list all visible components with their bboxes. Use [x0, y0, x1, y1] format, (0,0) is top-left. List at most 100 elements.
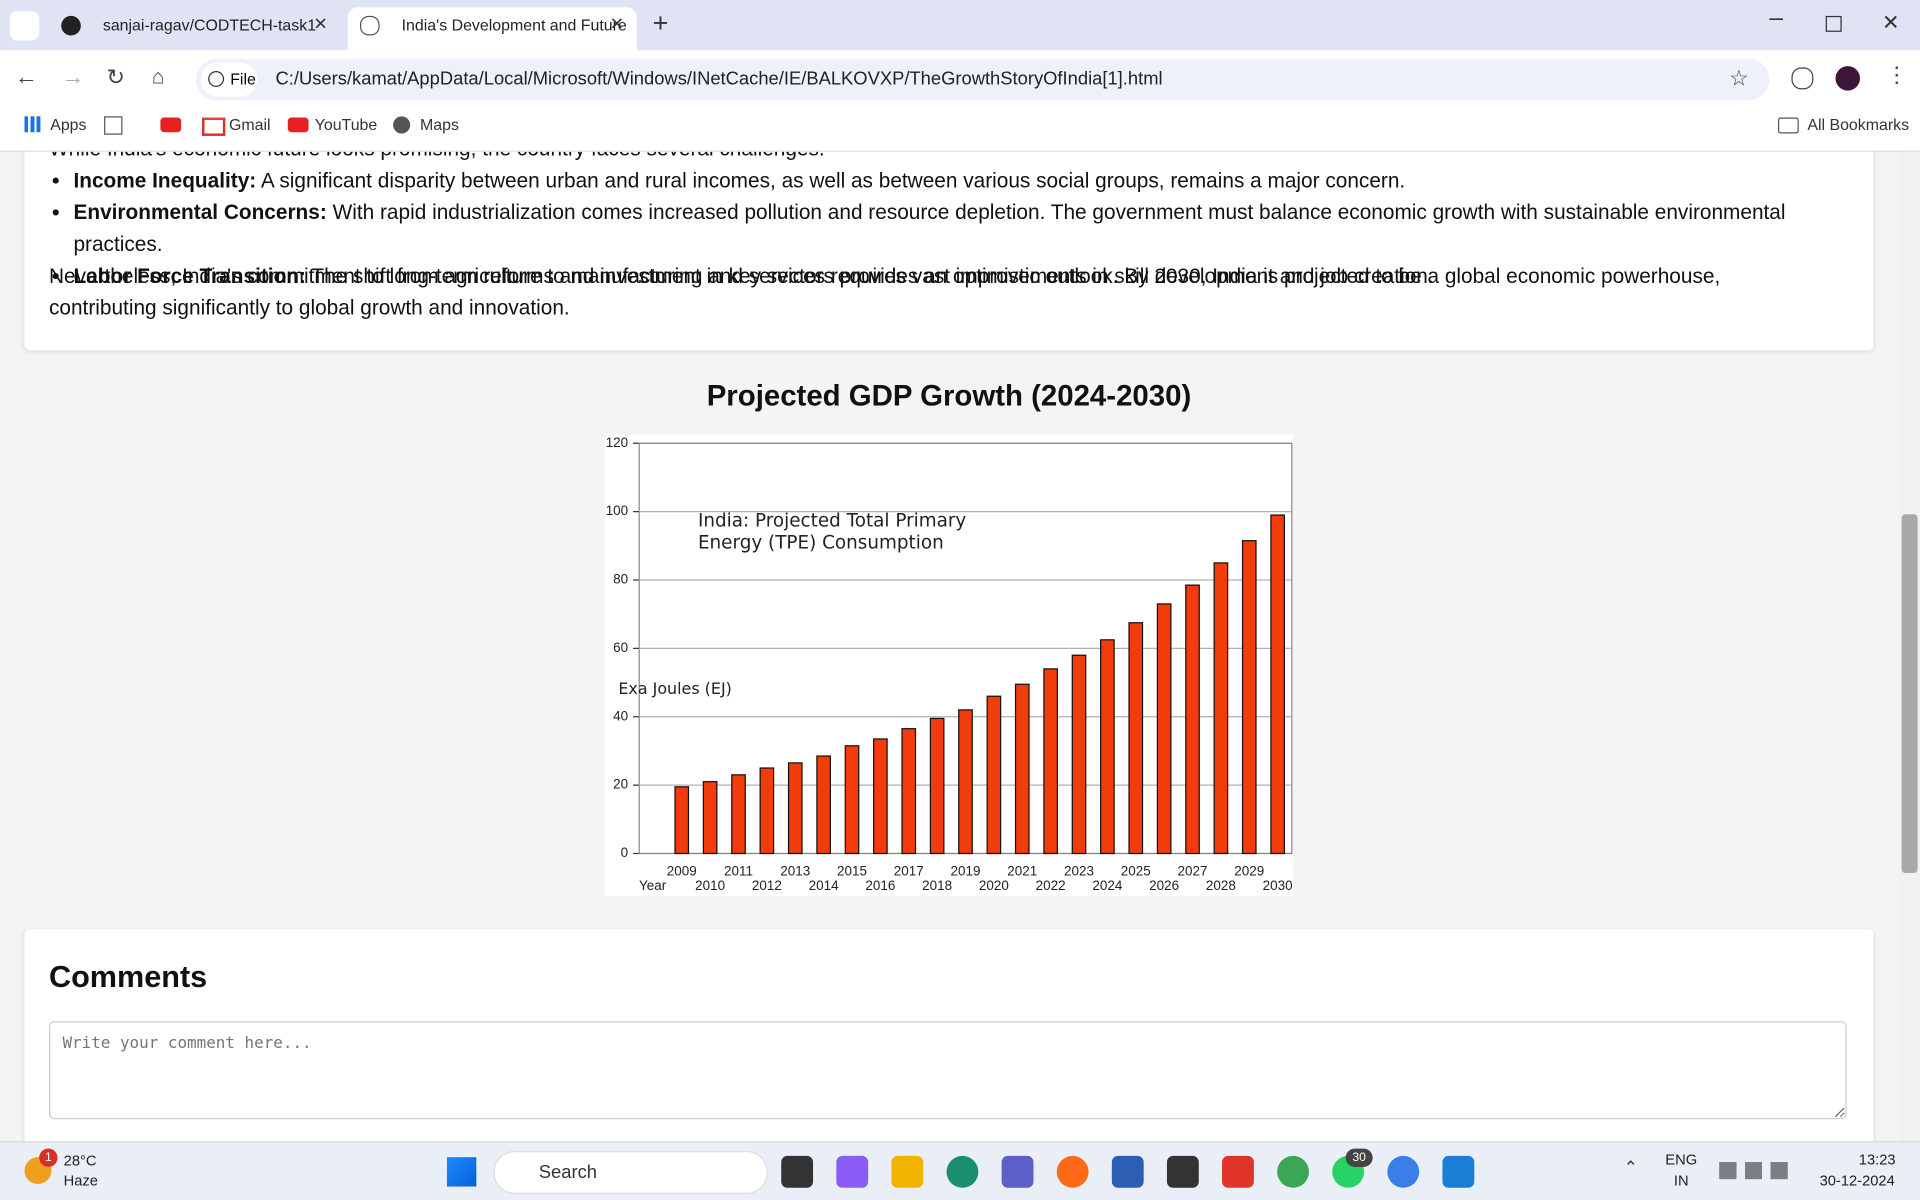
- home[interactable]: ⌂: [151, 64, 165, 89]
- x-tick-label: 2019: [951, 863, 981, 878]
- scroll-thumb[interactable]: [1901, 514, 1918, 874]
- profile[interactable]: [1835, 66, 1861, 91]
- challenge-term: Labor Force Transition:: [73, 264, 306, 288]
- start[interactable]: [446, 1157, 477, 1187]
- all-bookmarks[interactable]: All Bookmarks: [1807, 115, 1910, 134]
- y-tick-label: 80: [613, 572, 628, 587]
- youtube-icon: [160, 117, 182, 133]
- tab-bar: sanjai-ragav/CODTECH-task1 ✕ India's Dev…: [0, 0, 1920, 51]
- x-tick-label: 2020: [979, 878, 1009, 893]
- bookmark-star[interactable]: ☆: [1728, 66, 1749, 91]
- y-tick-label: 40: [613, 708, 628, 723]
- region[interactable]: IN: [1673, 1171, 1689, 1189]
- close-window[interactable]: ✕: [1882, 11, 1900, 35]
- bar: [929, 717, 945, 855]
- y-tick-label: 60: [613, 640, 628, 655]
- x-tick-label: 2028: [1206, 878, 1236, 893]
- bar: [1128, 622, 1144, 855]
- x-tick-label: 2025: [1121, 863, 1151, 878]
- chart: 0 20 40 60 80 100 120 India: Projected Total Pr…: [604, 434, 1294, 897]
- extension[interactable]: [1791, 67, 1814, 90]
- app-icon[interactable]: [1111, 1155, 1144, 1188]
- comment-input[interactable]: [48, 1021, 1847, 1120]
- bar: [1014, 683, 1030, 855]
- whatsapp-badge: 30: [1345, 1148, 1373, 1167]
- minimize[interactable]: –: [1769, 4, 1784, 32]
- app-icon[interactable]: [1387, 1155, 1420, 1188]
- active-tab[interactable]: India's Development and Future: [347, 7, 637, 51]
- bookmark[interactable]: Gmail: [228, 115, 271, 134]
- app-icon[interactable]: [1442, 1155, 1475, 1188]
- challenge-term: Environmental Concerns:: [73, 200, 327, 225]
- search-label: Search: [538, 1162, 597, 1183]
- weather-badge: 1: [39, 1148, 58, 1167]
- lang[interactable]: ENG: [1665, 1151, 1698, 1169]
- time[interactable]: 13:23: [1858, 1151, 1896, 1169]
- x-tick-label: 2018: [922, 878, 952, 893]
- app-icon[interactable]: [1001, 1155, 1034, 1188]
- bookmark[interactable]: Maps: [420, 115, 459, 134]
- challenge-text: The shift from agriculture to manufactur…: [311, 264, 1434, 288]
- tab-menu[interactable]: [9, 11, 40, 41]
- conclusion: Nevertheless, India's commitment to long…: [48, 264, 1721, 320]
- app-icon[interactable]: [1277, 1155, 1309, 1188]
- app-icon[interactable]: [1222, 1155, 1254, 1188]
- tab[interactable]: sanjai-ragav/CODTECH-task1: [49, 7, 343, 50]
- app-icon[interactable]: [1056, 1155, 1089, 1188]
- close-tab[interactable]: ✕: [609, 13, 625, 34]
- x-axis-label: Year: [639, 878, 667, 893]
- apps-icon: [24, 116, 41, 133]
- x-tick-label: 2017: [894, 863, 924, 878]
- bookmark[interactable]: YouTube: [314, 115, 378, 134]
- url: C:/Users/kamat/AppData/Local/Microsoft/W…: [275, 68, 1163, 90]
- bar: [844, 745, 860, 855]
- x-tick-label: 2009: [667, 863, 697, 878]
- challenges-list: Income Inequality: A significant dispari…: [24, 165, 1861, 292]
- tray-icons[interactable]: [1719, 1162, 1788, 1180]
- app-icon[interactable]: [891, 1155, 924, 1188]
- search-box[interactable]: Search: [493, 1151, 768, 1194]
- bar: [1270, 514, 1285, 855]
- x-tick-label: 2012: [752, 878, 782, 893]
- challenge-term: Income Inequality:: [73, 168, 257, 193]
- tray-arrow[interactable]: ⌃: [1623, 1157, 1639, 1177]
- forward[interactable]: →: [61, 64, 85, 91]
- bookmark[interactable]: Apps: [50, 115, 87, 134]
- challenges-card: While India's economic future looks prom…: [24, 151, 1874, 351]
- x-tick-label: 2016: [865, 878, 895, 893]
- viewport: While India's economic future looks prom…: [0, 151, 1898, 1142]
- tab-title: India's Development and Future: [401, 15, 627, 35]
- reload[interactable]: ↻: [106, 64, 126, 90]
- youtube-icon: [287, 117, 309, 133]
- chart-title: India: Projected Total Primary: [698, 511, 966, 532]
- date[interactable]: 30-12-2024: [1819, 1171, 1895, 1189]
- challenge: Labor Force Transition: The shift from a…: [73, 261, 1861, 293]
- restore[interactable]: [1825, 15, 1842, 32]
- y-tick-label: 120: [606, 435, 628, 450]
- temperature: 28°C: [63, 1152, 97, 1170]
- menu[interactable]: ⋮: [1885, 62, 1908, 87]
- app-icon[interactable]: [1166, 1155, 1199, 1188]
- bar: [958, 709, 973, 855]
- bar: [1071, 654, 1087, 855]
- comments-card: Comments: [24, 929, 1874, 1142]
- back[interactable]: ←: [14, 64, 38, 91]
- address-bar[interactable]: File C:/Users/kamat/AppData/Local/Micros…: [195, 58, 1770, 101]
- intro: While India's economic future looks prom…: [49, 152, 825, 165]
- new-tab[interactable]: +: [652, 7, 669, 38]
- y-tick-label: 20: [613, 777, 628, 792]
- globe-icon: [360, 15, 380, 36]
- app-icon[interactable]: [781, 1155, 814, 1188]
- x-tick-label: 2015: [837, 863, 867, 878]
- bar: [1100, 639, 1115, 855]
- info-icon: [208, 71, 225, 87]
- app-icon[interactable]: [946, 1155, 979, 1188]
- app-icon[interactable]: [836, 1155, 869, 1188]
- scrollbar[interactable]: [1899, 151, 1920, 1142]
- condition: Haze: [63, 1171, 98, 1189]
- challenge-text: A significant disparity between urban an…: [260, 168, 1406, 193]
- close-tab[interactable]: ✕: [313, 13, 328, 34]
- chart-heading: Projected GDP Growth (2024-2030): [706, 379, 1192, 413]
